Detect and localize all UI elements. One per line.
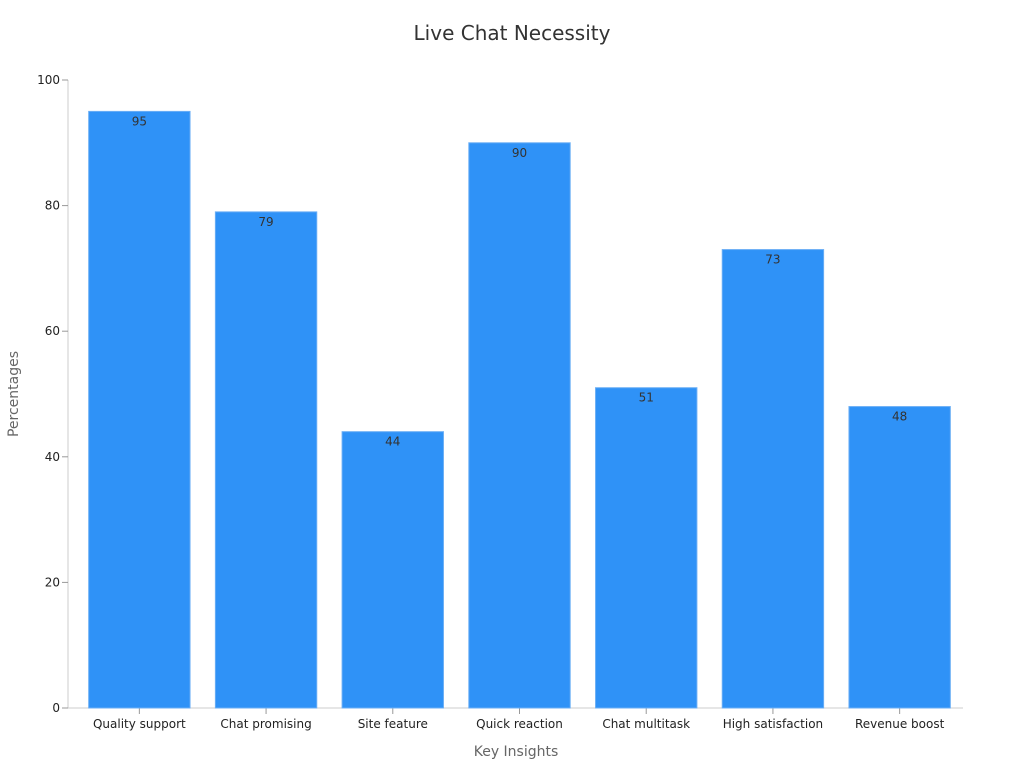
x-axis-title: Key Insights [474,744,559,760]
bar [214,211,318,709]
data-label: 48 [892,410,907,424]
y-tick-label: 20 [45,575,60,589]
x-tick-label: Revenue boost [855,717,945,731]
data-label: 79 [258,215,273,229]
labels: Quality support 95 Chat promising 79 Site fe… [93,114,945,731]
data-label: 44 [385,435,400,449]
bar [721,249,825,709]
y-tick-label: 80 [45,199,60,213]
bars [88,110,951,709]
x-tick-label: Site feature [358,717,428,731]
x-tick-label: High satisfaction [723,717,823,731]
chart-title: Live Chat Necessity [414,21,611,45]
bar [341,431,444,709]
x-tick-label: Quality support [93,717,186,731]
bar [595,387,698,709]
data-label: 51 [639,391,654,405]
bar [468,142,571,709]
x-tick-label: Chat multitask [602,717,690,731]
y-tick-label: 100 [37,73,60,87]
y-tick-label: 40 [45,450,60,464]
y-axis-title: Percentages [6,351,22,437]
y-tick-label: 0 [52,701,60,715]
data-label: 90 [512,146,527,160]
bar [848,406,951,709]
x-tick-label: Quick reaction [476,717,563,731]
data-label: 73 [765,253,780,267]
x-tick-label: Chat promising [220,717,311,731]
y-tick-label: 60 [45,324,60,338]
bar [88,110,191,709]
data-label: 95 [132,114,147,128]
